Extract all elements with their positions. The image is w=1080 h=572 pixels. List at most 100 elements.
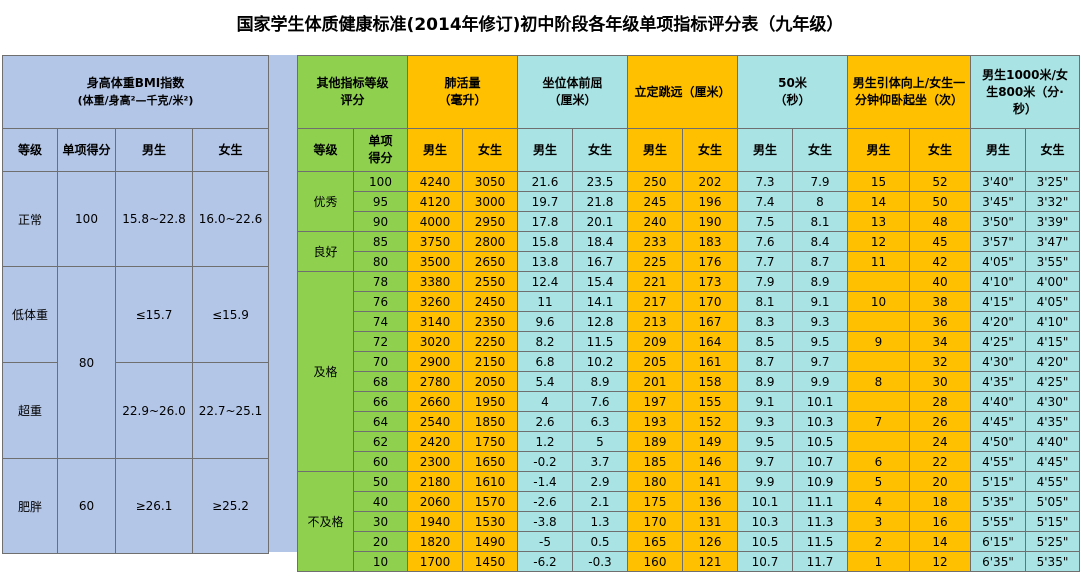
cell-sit-male: 6.8 — [517, 351, 573, 372]
bmi-header-unit: (体重/身高²—千克/米²) — [77, 94, 194, 107]
cell-pull-male: 5 — [847, 471, 910, 492]
cell-pull-female: 28 — [909, 391, 971, 412]
cell-lung-male: 2300 — [407, 451, 463, 472]
bmi-level-low: 低体重 — [2, 266, 58, 363]
cell-pull-female: 32 — [909, 351, 971, 372]
cell-50m-female: 11.3 — [792, 511, 848, 532]
cell-score: 40 — [353, 491, 408, 512]
cell-sit-male: -5 — [517, 531, 573, 552]
cell-run-female: 3'39" — [1025, 211, 1080, 232]
cell-50m-male: 7.5 — [737, 211, 793, 232]
cell-score: 50 — [353, 471, 408, 492]
cell-pull-male — [847, 311, 910, 332]
cell-run-female: 5'15" — [1025, 511, 1080, 532]
cell-pull-male: 2 — [847, 531, 910, 552]
cell-sit-male: 21.6 — [517, 171, 573, 192]
cell-lung-female: 2650 — [462, 251, 518, 272]
cell-jump-male: 209 — [627, 331, 683, 352]
cell-run-female: 4'15" — [1025, 331, 1080, 352]
cell-sit-male: 9.6 — [517, 311, 573, 332]
hdr-50m: 50米（秒） — [737, 55, 848, 129]
cell-pull-female: 30 — [909, 371, 971, 392]
table-row: 68 2780 2050 5.4 8.9 201 158 8.9 9.9 8 30 4'35" 4'25… — [298, 371, 1080, 392]
cell-run-male: 6'15" — [970, 531, 1026, 552]
cell-jump-male: 225 — [627, 251, 683, 272]
cell-score: 76 — [353, 291, 408, 312]
cell-lung-female: 2800 — [462, 231, 518, 252]
cell-lung-male: 4000 — [407, 211, 463, 232]
cell-lung-female: 2250 — [462, 331, 518, 352]
bmi-header: 身高体重BMI指数 (体重/身高²—千克/米²) — [2, 55, 269, 129]
cell-sit-male: -3.8 — [517, 511, 573, 532]
cell-jump-female: 190 — [682, 211, 738, 232]
cell-lung-male: 3020 — [407, 331, 463, 352]
cell-lung-female: 2150 — [462, 351, 518, 372]
cell-run-male: 4'15" — [970, 291, 1026, 312]
cell-pull-male — [847, 351, 910, 372]
cell-run-female: 4'35" — [1025, 411, 1080, 432]
table-row: 80 3500 2650 13.8 16.7 225 176 7.7 8.7 11 42 4'05" 3… — [298, 251, 1080, 272]
cell-run-female: 3'32" — [1025, 191, 1080, 212]
table-row: 40 2060 1570 -2.6 2.1 175 136 10.1 11.1 4 18 5'35" 5… — [298, 491, 1080, 512]
cell-sit-male: -1.4 — [517, 471, 573, 492]
cell-sit-female: 14.1 — [572, 291, 628, 312]
cell-lung-female: 2950 — [462, 211, 518, 232]
cell-lung-male: 3260 — [407, 291, 463, 312]
cell-pull-male — [847, 391, 910, 412]
cell-pull-female: 34 — [909, 331, 971, 352]
cell-pull-male: 3 — [847, 511, 910, 532]
cell-run-male: 4'45" — [970, 411, 1026, 432]
cell-jump-female: 141 — [682, 471, 738, 492]
bmi-level-over: 超重 — [2, 362, 58, 459]
cell-sit-female: 7.6 — [572, 391, 628, 412]
cell-jump-female: 136 — [682, 491, 738, 512]
sub-jump-male: 男生 — [627, 128, 683, 172]
table-row: 66 2660 1950 4 7.6 197 155 9.1 10.1 28 4'40" 4'30" — [298, 391, 1080, 412]
bmi-male-low: ≤15.7 — [115, 266, 193, 363]
cell-jump-male: 240 — [627, 211, 683, 232]
cell-jump-male: 213 — [627, 311, 683, 332]
cell-lung-male: 1940 — [407, 511, 463, 532]
cell-sit-female: 16.7 — [572, 251, 628, 272]
cell-jump-male: 250 — [627, 171, 683, 192]
sub-lung-female: 女生 — [462, 128, 518, 172]
bmi-female-normal: 16.0~22.6 — [192, 171, 269, 267]
cell-run-male: 3'57" — [970, 231, 1026, 252]
cell-lung-female: 3050 — [462, 171, 518, 192]
cell-sit-female: 5 — [572, 431, 628, 452]
cell-50m-male: 10.3 — [737, 511, 793, 532]
cell-sit-female: 11.5 — [572, 331, 628, 352]
cell-score: 70 — [353, 351, 408, 372]
bmi-level-normal: 正常 — [2, 171, 58, 267]
cell-sit-female: 21.8 — [572, 191, 628, 212]
cell-run-female: 4'45" — [1025, 451, 1080, 472]
cell-sit-male: -2.6 — [517, 491, 573, 512]
cell-sit-female: -0.3 — [572, 551, 628, 572]
cell-sit-female: 6.3 — [572, 411, 628, 432]
table-row: 20 1820 1490 -5 0.5 165 126 10.5 11.5 2 14 6'15" 5'2… — [298, 531, 1080, 552]
cell-50m-male: 7.6 — [737, 231, 793, 252]
table-row: 90 4000 2950 17.8 20.1 240 190 7.5 8.1 13 48 3'50" 3… — [298, 211, 1080, 232]
cell-score: 68 — [353, 371, 408, 392]
cell-lung-male: 2780 — [407, 371, 463, 392]
cell-jump-female: 164 — [682, 331, 738, 352]
cell-score: 60 — [353, 451, 408, 472]
table-row: 76 3260 2450 11 14.1 217 170 8.1 9.1 10 38 4'15" 4'0… — [298, 291, 1080, 312]
cell-run-male: 3'45" — [970, 191, 1026, 212]
table-row: 95 4120 3000 19.7 21.8 245 196 7.4 8 14 50 3'45" 3'3… — [298, 191, 1080, 212]
cell-lung-male: 2420 — [407, 431, 463, 452]
cell-score: 74 — [353, 311, 408, 332]
cell-pull-female: 50 — [909, 191, 971, 212]
cell-50m-male: 8.9 — [737, 371, 793, 392]
cell-run-male: 4'05" — [970, 251, 1026, 272]
cell-run-male: 4'30" — [970, 351, 1026, 372]
cell-jump-female: 149 — [682, 431, 738, 452]
cell-run-female: 4'40" — [1025, 431, 1080, 452]
cell-pull-female: 22 — [909, 451, 971, 472]
cell-score: 100 — [353, 171, 408, 192]
table-row: 72 3020 2250 8.2 11.5 209 164 8.5 9.5 9 34 4'25" 4'1… — [298, 331, 1080, 352]
cell-score: 72 — [353, 331, 408, 352]
cell-sit-female: 10.2 — [572, 351, 628, 372]
bmi-score-normal: 100 — [57, 171, 116, 267]
cell-sit-female: 8.9 — [572, 371, 628, 392]
